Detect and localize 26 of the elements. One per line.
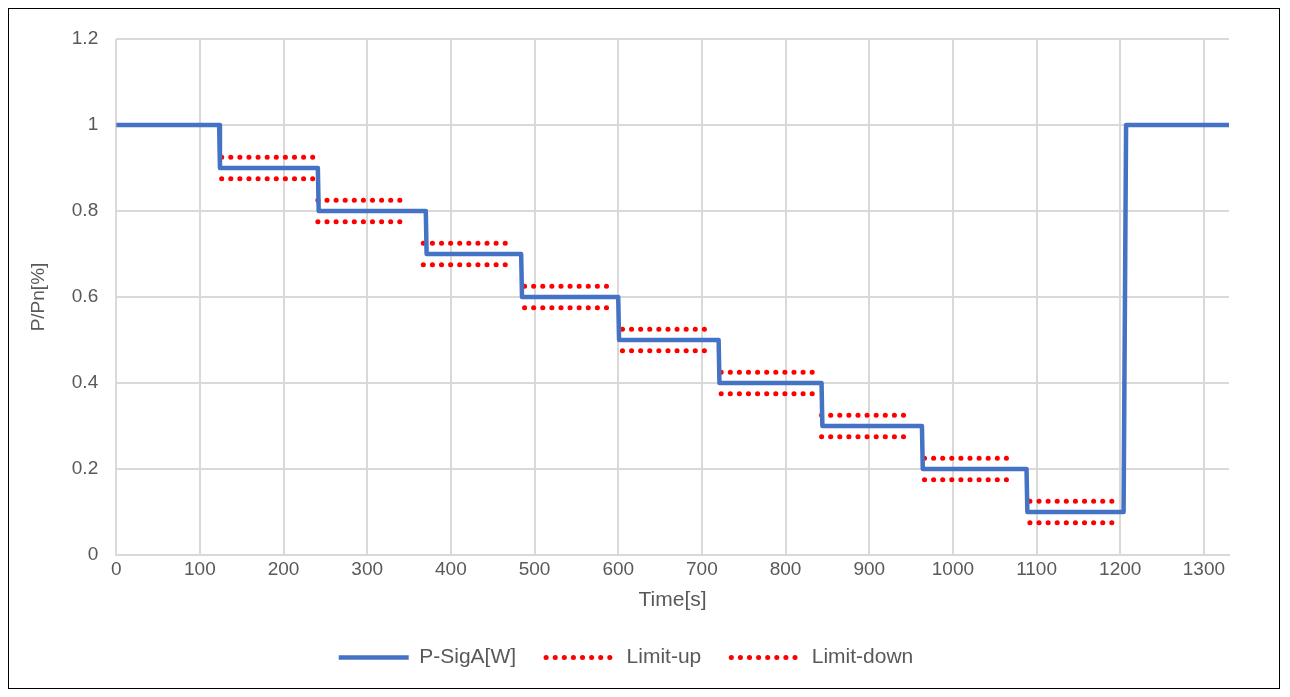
x-tick-label: 1200 [1099,557,1142,579]
x-tick-label: 700 [686,557,718,579]
x-tick-label: 800 [769,557,802,579]
legend-label: Limit-up [626,644,702,668]
y-tick-label: 1 [87,113,99,135]
x-tick-label: 200 [267,557,300,579]
x-axis-title: Time[s] [638,587,707,611]
x-tick-label: 600 [602,557,635,579]
legend-label: P-SigA[W] [419,644,517,668]
legend-label: Limit-down [811,644,914,668]
x-tick-label: 100 [184,557,216,579]
y-tick-label: 0 [87,543,99,565]
y-tick-label: 0.6 [71,285,99,307]
y-axis-title: P/Pn[%] [26,262,48,332]
y-tick-label: 1.2 [71,27,99,49]
x-tick-label: 400 [435,557,467,579]
x-tick-label: 0 [110,557,122,579]
y-tick-label: 0.4 [71,371,99,393]
x-tick-label: 1100 [1016,557,1057,579]
x-tick-label: 1300 [1182,557,1226,579]
x-tick-label: 900 [853,557,886,579]
y-tick-label: 0.8 [71,199,99,221]
x-tick-label: 1000 [931,557,975,579]
x-tick-label: 500 [518,557,551,579]
y-tick-label: 0.2 [71,457,99,479]
x-tick-label: 300 [351,557,384,579]
